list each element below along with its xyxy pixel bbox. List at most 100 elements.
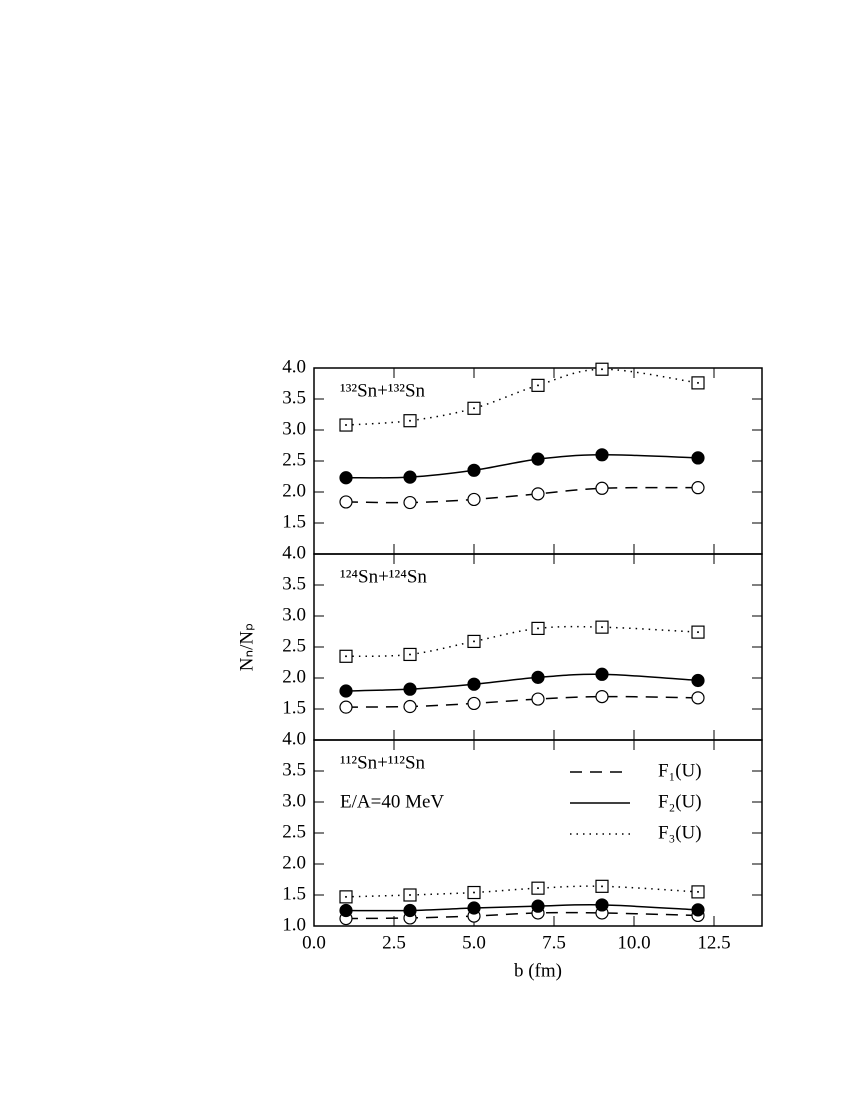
data-point: [691, 625, 705, 639]
data-point: [339, 649, 353, 663]
data-point: [403, 647, 417, 662]
y-tick-label: 1.5: [282, 883, 306, 904]
data-point: [467, 463, 481, 477]
y-tick-label: 3.0: [282, 418, 306, 439]
data-point: [595, 481, 609, 495]
data-point: [691, 376, 705, 390]
data-point: [339, 903, 353, 918]
data-point: [531, 452, 545, 466]
data-point: [691, 903, 705, 917]
data-point: [531, 670, 545, 684]
x-tick-label: 10.0: [617, 932, 650, 953]
data-point: [595, 898, 609, 912]
y-tick-label: 3.5: [282, 573, 306, 594]
marker-dot: [409, 419, 411, 422]
series-line: [345, 885, 699, 898]
y-tick-label: 4.0: [282, 542, 306, 563]
marker-dot: [697, 381, 699, 384]
data-point: [467, 677, 481, 691]
y-tick-label: 3.5: [282, 387, 306, 408]
data-point: [531, 881, 545, 895]
annotation: E/A=40 MeV: [340, 791, 444, 812]
data-point: [691, 481, 705, 495]
marker-dot: [473, 407, 475, 410]
data-point: [531, 378, 545, 392]
data-point: [531, 621, 545, 636]
y-tick-label: 4.0: [282, 356, 306, 377]
y-tick-label: 4.0: [282, 728, 306, 749]
data-point: [339, 418, 353, 432]
y-axis-label: Nₙ/Nₚ: [236, 623, 257, 671]
y-tick-label: 1.5: [282, 697, 306, 718]
marker-dot: [345, 895, 347, 898]
data-point: [691, 691, 705, 705]
data-point: [595, 879, 609, 893]
marker-dot: [345, 424, 347, 427]
data-point: [467, 696, 481, 711]
y-tick-label: 3.0: [282, 604, 306, 625]
marker-dot: [473, 640, 475, 643]
data-point: [467, 885, 481, 900]
data-point: [531, 692, 545, 706]
x-axis-label: b (fm): [514, 960, 562, 981]
x-tick-label: 0.0: [302, 932, 326, 953]
x-tick-label: 12.5: [697, 932, 730, 953]
data-point: [403, 414, 417, 428]
x-tick-label: 7.5: [542, 932, 566, 953]
series-line: [345, 673, 699, 692]
legend-label: F₃(U): [658, 822, 702, 843]
marker-dot: [409, 894, 411, 896]
legend-label: F₂(U): [658, 791, 702, 812]
marker-dot: [697, 890, 699, 893]
data-point: [339, 700, 353, 714]
marker-dot: [345, 655, 347, 658]
data-point: [595, 362, 609, 376]
data-point: [467, 634, 481, 649]
marker-dot: [601, 368, 603, 371]
panel-label: ¹³²Sn+¹³²Sn: [340, 380, 426, 401]
y-tick-label: 1.0: [282, 914, 306, 935]
x-tick-label: 2.5: [382, 932, 406, 953]
y-tick-label: 2.0: [282, 480, 306, 501]
data-point: [595, 620, 609, 634]
y-tick-label: 2.5: [282, 449, 306, 470]
data-point: [403, 470, 417, 484]
data-point: [531, 487, 545, 501]
x-tick-label: 5.0: [462, 932, 486, 953]
y-tick-label: 3.5: [282, 759, 306, 780]
data-point: [595, 667, 609, 681]
data-point: [339, 495, 353, 509]
panel-label: ¹²⁴Sn+¹²⁴Sn: [340, 566, 427, 587]
y-tick-label: 1.5: [282, 511, 306, 532]
data-point: [403, 495, 417, 510]
data-point: [691, 885, 705, 899]
data-point: [691, 673, 705, 688]
marker-dot: [601, 626, 603, 629]
y-tick-label: 2.5: [282, 821, 306, 842]
data-point: [403, 682, 417, 696]
data-point: [403, 903, 417, 918]
y-tick-label: 2.0: [282, 852, 306, 873]
marker-dot: [537, 887, 539, 890]
data-point: [467, 492, 481, 507]
series-line: [345, 695, 699, 708]
panel-label: ¹¹²Sn+¹¹²Sn: [340, 752, 426, 773]
marker-dot: [697, 631, 699, 634]
series-line: [345, 904, 699, 912]
marker-dot: [537, 627, 539, 630]
data-point: [339, 684, 353, 698]
series-line: [345, 911, 699, 920]
marker-dot: [601, 885, 603, 888]
y-tick-label: 2.0: [282, 666, 306, 687]
legend-label: F₁(U): [658, 760, 702, 781]
series-line: [345, 454, 699, 479]
series-line: [345, 486, 699, 504]
y-tick-label: 3.0: [282, 790, 306, 811]
series-line: [345, 625, 699, 658]
data-point: [691, 451, 705, 465]
data-point: [339, 890, 353, 904]
data-point: [403, 699, 417, 714]
marker-dot: [473, 891, 475, 894]
data-point: [595, 448, 609, 462]
